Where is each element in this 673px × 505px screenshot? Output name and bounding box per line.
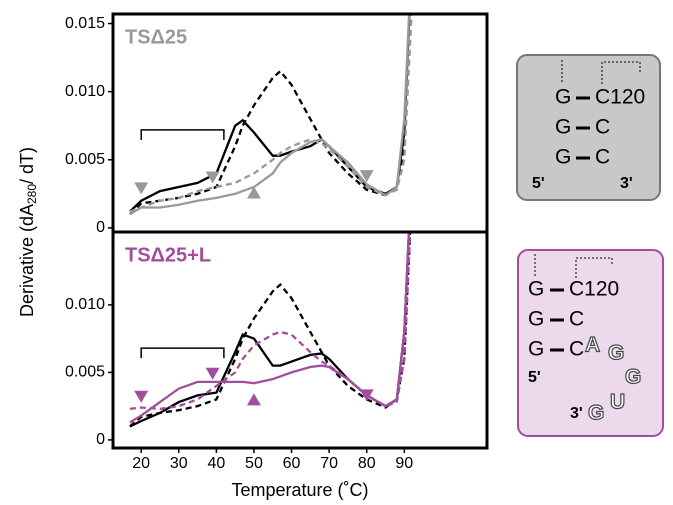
- series-line: [129, 14, 412, 216]
- loop-base: G: [608, 342, 624, 365]
- base: G: [528, 338, 544, 361]
- series-line: [129, 14, 413, 213]
- base: G: [555, 116, 571, 139]
- plot-area: [129, 14, 413, 216]
- base: G: [528, 278, 544, 301]
- y-label-part: / dT): [17, 147, 37, 184]
- y-tick-label: 0.010: [65, 296, 105, 313]
- x-tick-label: 20: [132, 455, 150, 472]
- y-tick-label: 0.005: [65, 151, 105, 168]
- pair-bond: [550, 288, 564, 352]
- y-tick-label: 0.015: [65, 15, 105, 32]
- base: C: [569, 338, 584, 361]
- marker: [359, 170, 374, 183]
- base: G: [528, 308, 544, 331]
- marker: [205, 367, 220, 380]
- panel-label: TSΔ25: [125, 26, 187, 48]
- base: C120: [595, 86, 645, 109]
- marker: [134, 182, 149, 195]
- plot-area: [129, 232, 412, 428]
- x-tick-label: 40: [207, 455, 225, 472]
- base: C: [595, 116, 610, 139]
- x-tick-label: 60: [283, 455, 301, 472]
- y-axis-label: Derivative (dA280/ dT): [17, 147, 39, 317]
- panel-label: TSΔ25+L: [125, 244, 211, 266]
- base: G: [555, 146, 571, 169]
- x-tick-label: 80: [358, 455, 376, 472]
- y-tick-label: 0.005: [65, 364, 105, 381]
- base: C: [595, 146, 610, 169]
- series-line: [129, 232, 411, 424]
- diagram-bottom: G C120 G C G C A G G U G 5' 3': [517, 249, 664, 437]
- x-tick-label: 70: [320, 455, 338, 472]
- y-label-part: Derivative (dA: [17, 204, 37, 317]
- dotted-link: [561, 60, 641, 84]
- bracket: [140, 129, 225, 140]
- base: C120: [569, 278, 619, 301]
- y-tick-label: 0.010: [65, 83, 105, 100]
- loop-base: A: [585, 334, 600, 357]
- end-label: 3': [620, 175, 633, 192]
- loop-base: G: [625, 366, 641, 389]
- end-label: 5': [528, 369, 541, 386]
- x-tick-label: 90: [395, 455, 413, 472]
- bracket: [140, 347, 225, 359]
- x-tick-label: 50: [245, 455, 263, 472]
- x-axis-label: Temperature (˚C): [231, 480, 368, 500]
- y-tick-label: 0: [96, 219, 105, 236]
- marker: [246, 186, 261, 199]
- pair-bond: [576, 96, 590, 160]
- panel-frame: [111, 230, 489, 450]
- base: C: [569, 308, 584, 331]
- marker: [134, 390, 149, 403]
- dotted-link: [534, 254, 613, 278]
- series-line: [129, 232, 411, 428]
- loop-base: G: [588, 402, 604, 425]
- diagram-top: G C120 G C G C 5' 3': [516, 54, 661, 201]
- y-label-sub: 280: [25, 184, 39, 204]
- series-line: [129, 232, 412, 411]
- end-label: 5': [532, 175, 545, 192]
- base: G: [555, 86, 571, 109]
- series-line: [129, 232, 412, 428]
- x-tick-label: 30: [170, 455, 188, 472]
- y-tick-label: 0: [96, 431, 105, 448]
- box: [517, 249, 664, 437]
- end-label: 3': [570, 405, 583, 422]
- loop-base: U: [610, 391, 625, 414]
- marker: [359, 389, 374, 402]
- marker: [246, 393, 261, 406]
- marker: [205, 171, 220, 184]
